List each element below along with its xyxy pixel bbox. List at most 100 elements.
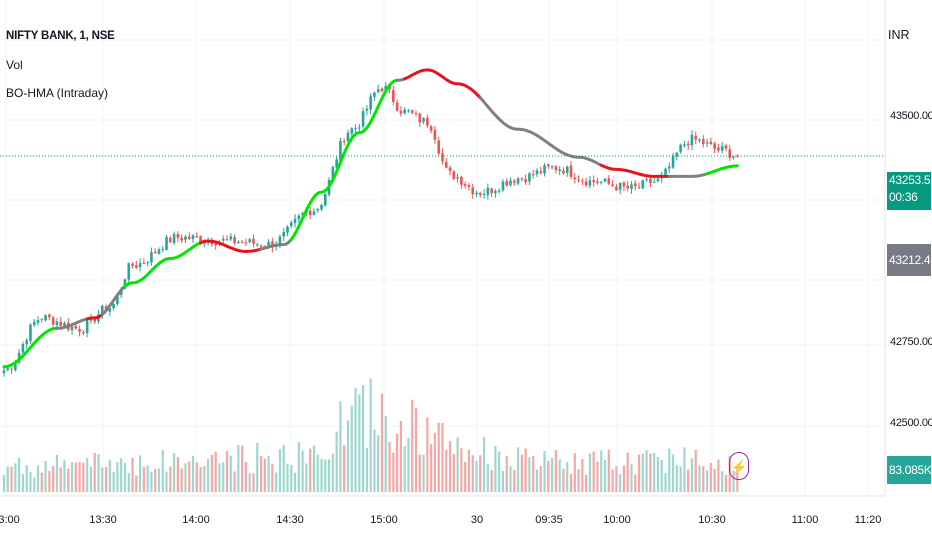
symbol-legend[interactable]: NIFTY BANK, 1, NSE	[6, 30, 115, 42]
volume-bar	[653, 452, 656, 492]
candle-body	[667, 166, 671, 169]
volume-bar	[86, 458, 89, 492]
candle-body	[698, 139, 701, 141]
volume-bar	[535, 469, 539, 492]
volume-bar	[93, 452, 96, 492]
candle-body	[138, 263, 142, 268]
candle-body	[626, 185, 629, 189]
candle-body	[675, 152, 679, 157]
candle-body	[48, 314, 51, 318]
volume-bar	[252, 473, 255, 492]
lightning-icon[interactable]: ⚡	[729, 452, 749, 480]
candle-body	[452, 171, 456, 180]
candle-body	[444, 161, 448, 168]
volume-bar	[97, 454, 100, 492]
candle-body	[195, 236, 199, 238]
candle-body	[70, 326, 74, 331]
volume-bar	[660, 459, 663, 492]
volume-bar	[297, 441, 300, 492]
candle-body	[471, 187, 475, 195]
candle-body	[78, 328, 81, 332]
candle-body	[308, 210, 312, 216]
x-tick-label: 09:35	[535, 514, 563, 526]
grid-lines	[0, 0, 885, 496]
candle-body	[728, 149, 732, 158]
volume-bar	[346, 420, 350, 492]
volume-bar	[513, 469, 516, 492]
candle-body	[150, 252, 153, 263]
volume-bar	[619, 474, 622, 492]
volume-bar	[403, 446, 406, 492]
candle-body	[588, 180, 592, 186]
candle-body	[399, 110, 403, 114]
candle-body	[25, 340, 28, 345]
candle-body	[116, 295, 119, 305]
candle-body	[732, 156, 735, 158]
hma-value-tag: 43212.45	[887, 244, 932, 276]
volume-bar	[694, 449, 697, 492]
last-price-value: 43253.55	[889, 173, 932, 187]
volume-bar	[339, 401, 342, 492]
candle-body	[358, 127, 361, 129]
volume-bar	[668, 448, 671, 492]
volume-bar	[622, 465, 626, 492]
volume-bar	[721, 471, 724, 492]
candle-body	[376, 89, 380, 93]
candle-body	[339, 141, 342, 161]
indicator-legend[interactable]: BO-HMA (Intraday)	[6, 86, 109, 100]
volume-bar	[592, 451, 595, 492]
volume-bar	[384, 416, 387, 492]
candle-body	[146, 262, 149, 264]
volume-bar	[414, 407, 418, 492]
volume-bar	[222, 462, 225, 492]
volume-bar	[233, 471, 236, 492]
volume-bar	[717, 459, 720, 492]
candle-body	[516, 178, 520, 184]
volume-bar	[475, 460, 478, 492]
volume-bar	[713, 468, 716, 492]
volume-bar	[55, 455, 59, 492]
hma-segment	[2, 326, 59, 369]
volume-legend[interactable]: Vol	[6, 58, 23, 72]
volume-bar	[516, 447, 520, 492]
candle-body	[176, 234, 180, 238]
candle-body	[429, 126, 433, 131]
volume-bar	[437, 422, 440, 492]
volume-bar	[214, 451, 217, 492]
candle-body	[690, 134, 694, 146]
volume-bar	[573, 453, 576, 492]
candle-body	[482, 193, 486, 196]
volume-bar	[324, 459, 327, 492]
volume-bar	[358, 394, 361, 492]
volume-bar	[29, 472, 32, 492]
volume-bar	[558, 459, 561, 492]
x-tick-label: 13:00	[0, 514, 20, 526]
volume-bar	[679, 466, 682, 492]
volume-bar	[116, 462, 119, 492]
volume-bar	[203, 465, 206, 492]
candle-body	[342, 141, 346, 143]
candle-body	[437, 140, 440, 154]
hma-segment	[599, 163, 671, 178]
candle-body	[486, 187, 490, 195]
candle-body	[426, 117, 429, 126]
candle-body	[346, 132, 350, 142]
volume-bar	[486, 464, 489, 492]
volume-bar	[316, 454, 319, 492]
volume-bar	[581, 459, 584, 492]
candle-body	[233, 237, 236, 243]
volume-bar	[256, 443, 259, 492]
volume-bar	[585, 475, 588, 492]
candle-body	[324, 194, 327, 206]
candle-body	[418, 113, 422, 123]
currency-label[interactable]: INR	[888, 28, 910, 42]
volume-bar	[490, 470, 493, 492]
candle-body	[127, 263, 131, 280]
volume-bar	[675, 465, 678, 492]
volume-bar	[479, 455, 482, 492]
candle-body	[637, 187, 641, 189]
volume-bar	[569, 473, 573, 492]
candle-body	[225, 239, 229, 241]
volume-bar	[210, 454, 213, 492]
